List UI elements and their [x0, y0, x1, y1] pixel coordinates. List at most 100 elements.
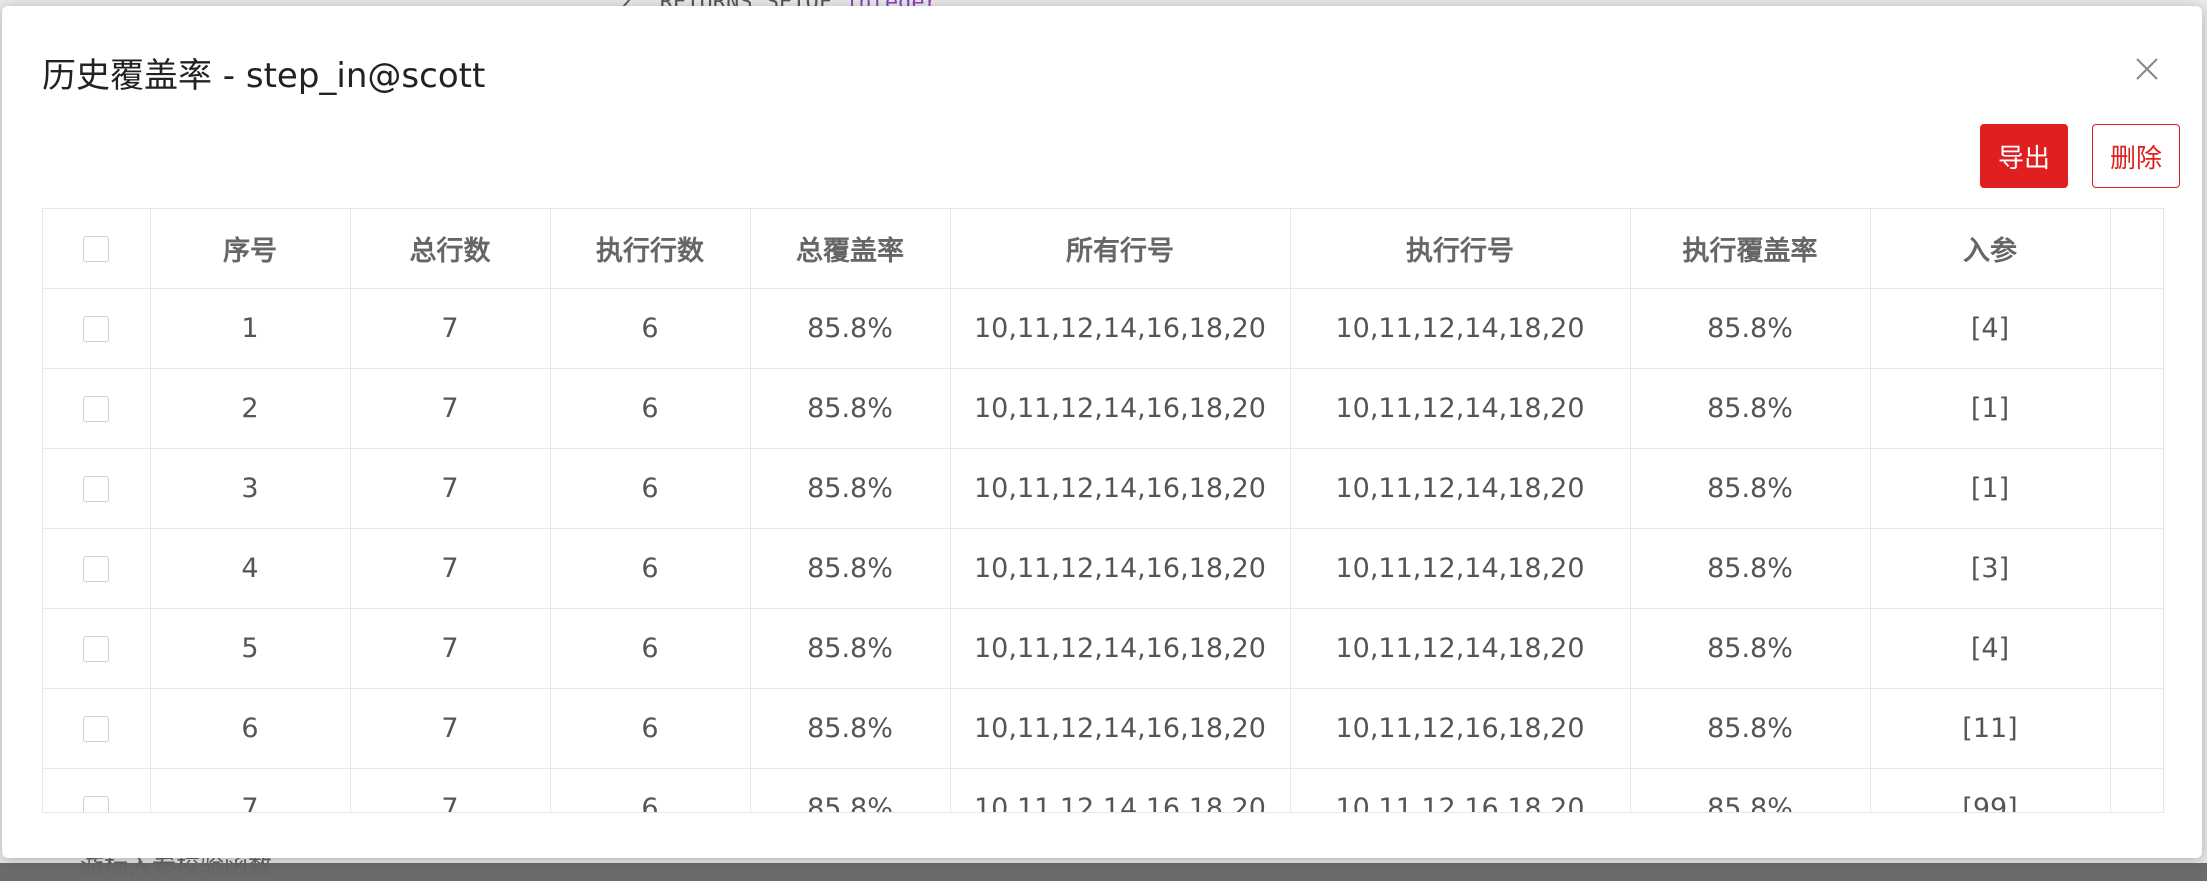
cell-exec-line-numbers: 10,11,12,14,18,20: [1290, 528, 1631, 609]
cell-exec-coverage: 85.8%: [1630, 448, 1871, 529]
cell-all-line-numbers: 10,11,12,14,16,18,20: [950, 608, 1291, 689]
cell-exec-lines: 6: [550, 288, 751, 369]
cell-exec-coverage: 85.8%: [1630, 528, 1871, 609]
cell-exec-line-numbers: 10,11,12,16,18,20: [1290, 768, 1631, 812]
table-row[interactable]: 4 7 6 85.8% 10,11,12,14,16,18,20 10,11,12,14,…: [43, 528, 2163, 609]
cell-params: [11]: [1870, 688, 2111, 769]
header-exec-line-numbers[interactable]: 执行行号: [1290, 209, 1631, 289]
row-checkbox[interactable]: [83, 476, 110, 502]
row-select-cell: [43, 768, 151, 812]
export-button[interactable]: 导出: [1980, 124, 2068, 188]
cell-total-lines: 7: [350, 608, 551, 689]
cell-exec-line-numbers: 10,11,12,16,18,20: [1290, 688, 1631, 769]
cell-all-line-numbers: 10,11,12,14,16,18,20: [950, 528, 1291, 609]
cell-seq: 3: [150, 448, 351, 529]
cell-params: [1]: [1870, 448, 2111, 529]
table-row[interactable]: 2 7 6 85.8% 10,11,12,14,16,18,20 10,11,12,14,…: [43, 368, 2163, 449]
row-select-cell: [43, 288, 151, 369]
row-select-cell: [43, 448, 151, 529]
header-total-lines[interactable]: 总行数: [350, 209, 551, 289]
cell-total-lines: 7: [350, 288, 551, 369]
row-select-cell: [43, 688, 151, 769]
cell-extra: 2: [2110, 288, 2163, 369]
table-row[interactable]: 5 7 6 85.8% 10,11,12,14,16,18,20 10,11,12,14,…: [43, 608, 2163, 689]
row-checkbox[interactable]: [83, 556, 110, 582]
header-params[interactable]: 入参: [1870, 209, 2111, 289]
table-header-row: 序号 总行数 执行行数 总覆盖率 所有行号 执行行号 执行覆盖率 入参: [43, 209, 2163, 289]
cell-seq: 7: [150, 768, 351, 812]
cell-total-coverage: 85.8%: [750, 528, 951, 609]
cell-total-lines: 7: [350, 768, 551, 812]
cell-total-lines: 7: [350, 528, 551, 609]
cell-params: [4]: [1870, 608, 2111, 689]
cell-seq: 1: [150, 288, 351, 369]
row-select-cell: [43, 368, 151, 449]
row-checkbox[interactable]: [83, 316, 110, 342]
cell-all-line-numbers: 10,11,12,14,16,18,20: [950, 368, 1291, 449]
cell-all-line-numbers: 10,11,12,14,16,18,20: [950, 768, 1291, 812]
header-total-coverage[interactable]: 总覆盖率: [750, 209, 951, 289]
table-row[interactable]: 1 7 6 85.8% 10,11,12,14,16,18,20 10,11,12,14,…: [43, 288, 2163, 369]
cell-all-line-numbers: 10,11,12,14,16,18,20: [950, 288, 1291, 369]
select-all-cell: [43, 209, 151, 289]
cell-params: [4]: [1870, 288, 2111, 369]
cell-exec-coverage: 85.8%: [1630, 608, 1871, 689]
cell-exec-lines: 6: [550, 528, 751, 609]
cell-exec-lines: 6: [550, 768, 751, 812]
row-select-cell: [43, 608, 151, 689]
coverage-history-dialog: 历史覆盖率 - step_in@scott 导出 删除: [2, 6, 2202, 858]
row-checkbox[interactable]: [83, 716, 110, 742]
cell-total-lines: 7: [350, 448, 551, 529]
cell-exec-line-numbers: 10,11,12,14,18,20: [1290, 608, 1631, 689]
cell-extra: 2: [2110, 448, 2163, 529]
cell-exec-lines: 6: [550, 368, 751, 449]
cell-exec-coverage: 85.8%: [1630, 768, 1871, 812]
cell-seq: 2: [150, 368, 351, 449]
row-select-cell: [43, 528, 151, 609]
cell-total-coverage: 85.8%: [750, 768, 951, 812]
header-all-line-numbers[interactable]: 所有行号: [950, 209, 1291, 289]
cell-params: [99]: [1870, 768, 2111, 812]
header-extra[interactable]: [2110, 209, 2163, 289]
header-exec-lines[interactable]: 执行行数: [550, 209, 751, 289]
cell-all-line-numbers: 10,11,12,14,16,18,20: [950, 448, 1291, 529]
cell-all-line-numbers: 10,11,12,14,16,18,20: [950, 688, 1291, 769]
cell-exec-line-numbers: 10,11,12,14,18,20: [1290, 368, 1631, 449]
table-row[interactable]: 6 7 6 85.8% 10,11,12,14,16,18,20 10,11,12,16,…: [43, 688, 2163, 769]
cell-exec-line-numbers: 10,11,12,14,18,20: [1290, 448, 1631, 529]
cell-params: [1]: [1870, 368, 2111, 449]
cell-seq: 5: [150, 608, 351, 689]
cell-extra: 2: [2110, 368, 2163, 449]
cell-extra: 2: [2110, 608, 2163, 689]
table-row[interactable]: 7 7 6 85.8% 10,11,12,14,16,18,20 10,11,12,16,…: [43, 768, 2163, 812]
close-icon[interactable]: [2134, 56, 2160, 82]
cell-extra: 2: [2110, 688, 2163, 769]
row-checkbox[interactable]: [83, 796, 110, 812]
cell-exec-coverage: 85.8%: [1630, 288, 1871, 369]
dialog-title: 历史覆盖率 - step_in@scott: [42, 56, 486, 96]
cell-total-coverage: 85.8%: [750, 688, 951, 769]
header-seq[interactable]: 序号: [150, 209, 351, 289]
cell-exec-lines: 6: [550, 688, 751, 769]
cell-exec-lines: 6: [550, 448, 751, 529]
row-checkbox[interactable]: [83, 396, 110, 422]
cell-extra: 2: [2110, 528, 2163, 609]
cell-seq: 6: [150, 688, 351, 769]
cell-extra: 2: [2110, 768, 2163, 812]
cell-total-lines: 7: [350, 688, 551, 769]
table-row[interactable]: 3 7 6 85.8% 10,11,12,14,16,18,20 10,11,12,14,…: [43, 448, 2163, 529]
toolbar: 导出 删除: [1980, 124, 2180, 188]
cell-total-coverage: 85.8%: [750, 368, 951, 449]
cell-total-coverage: 85.8%: [750, 448, 951, 529]
header-exec-coverage[interactable]: 执行覆盖率: [1630, 209, 1871, 289]
cell-total-lines: 7: [350, 368, 551, 449]
cell-exec-lines: 6: [550, 608, 751, 689]
cell-exec-coverage: 85.8%: [1630, 368, 1871, 449]
cell-exec-line-numbers: 10,11,12,14,18,20: [1290, 288, 1631, 369]
cell-total-coverage: 85.8%: [750, 608, 951, 689]
cell-total-coverage: 85.8%: [750, 288, 951, 369]
select-all-checkbox[interactable]: [83, 236, 110, 263]
delete-button[interactable]: 删除: [2092, 124, 2180, 188]
row-checkbox[interactable]: [83, 636, 110, 662]
